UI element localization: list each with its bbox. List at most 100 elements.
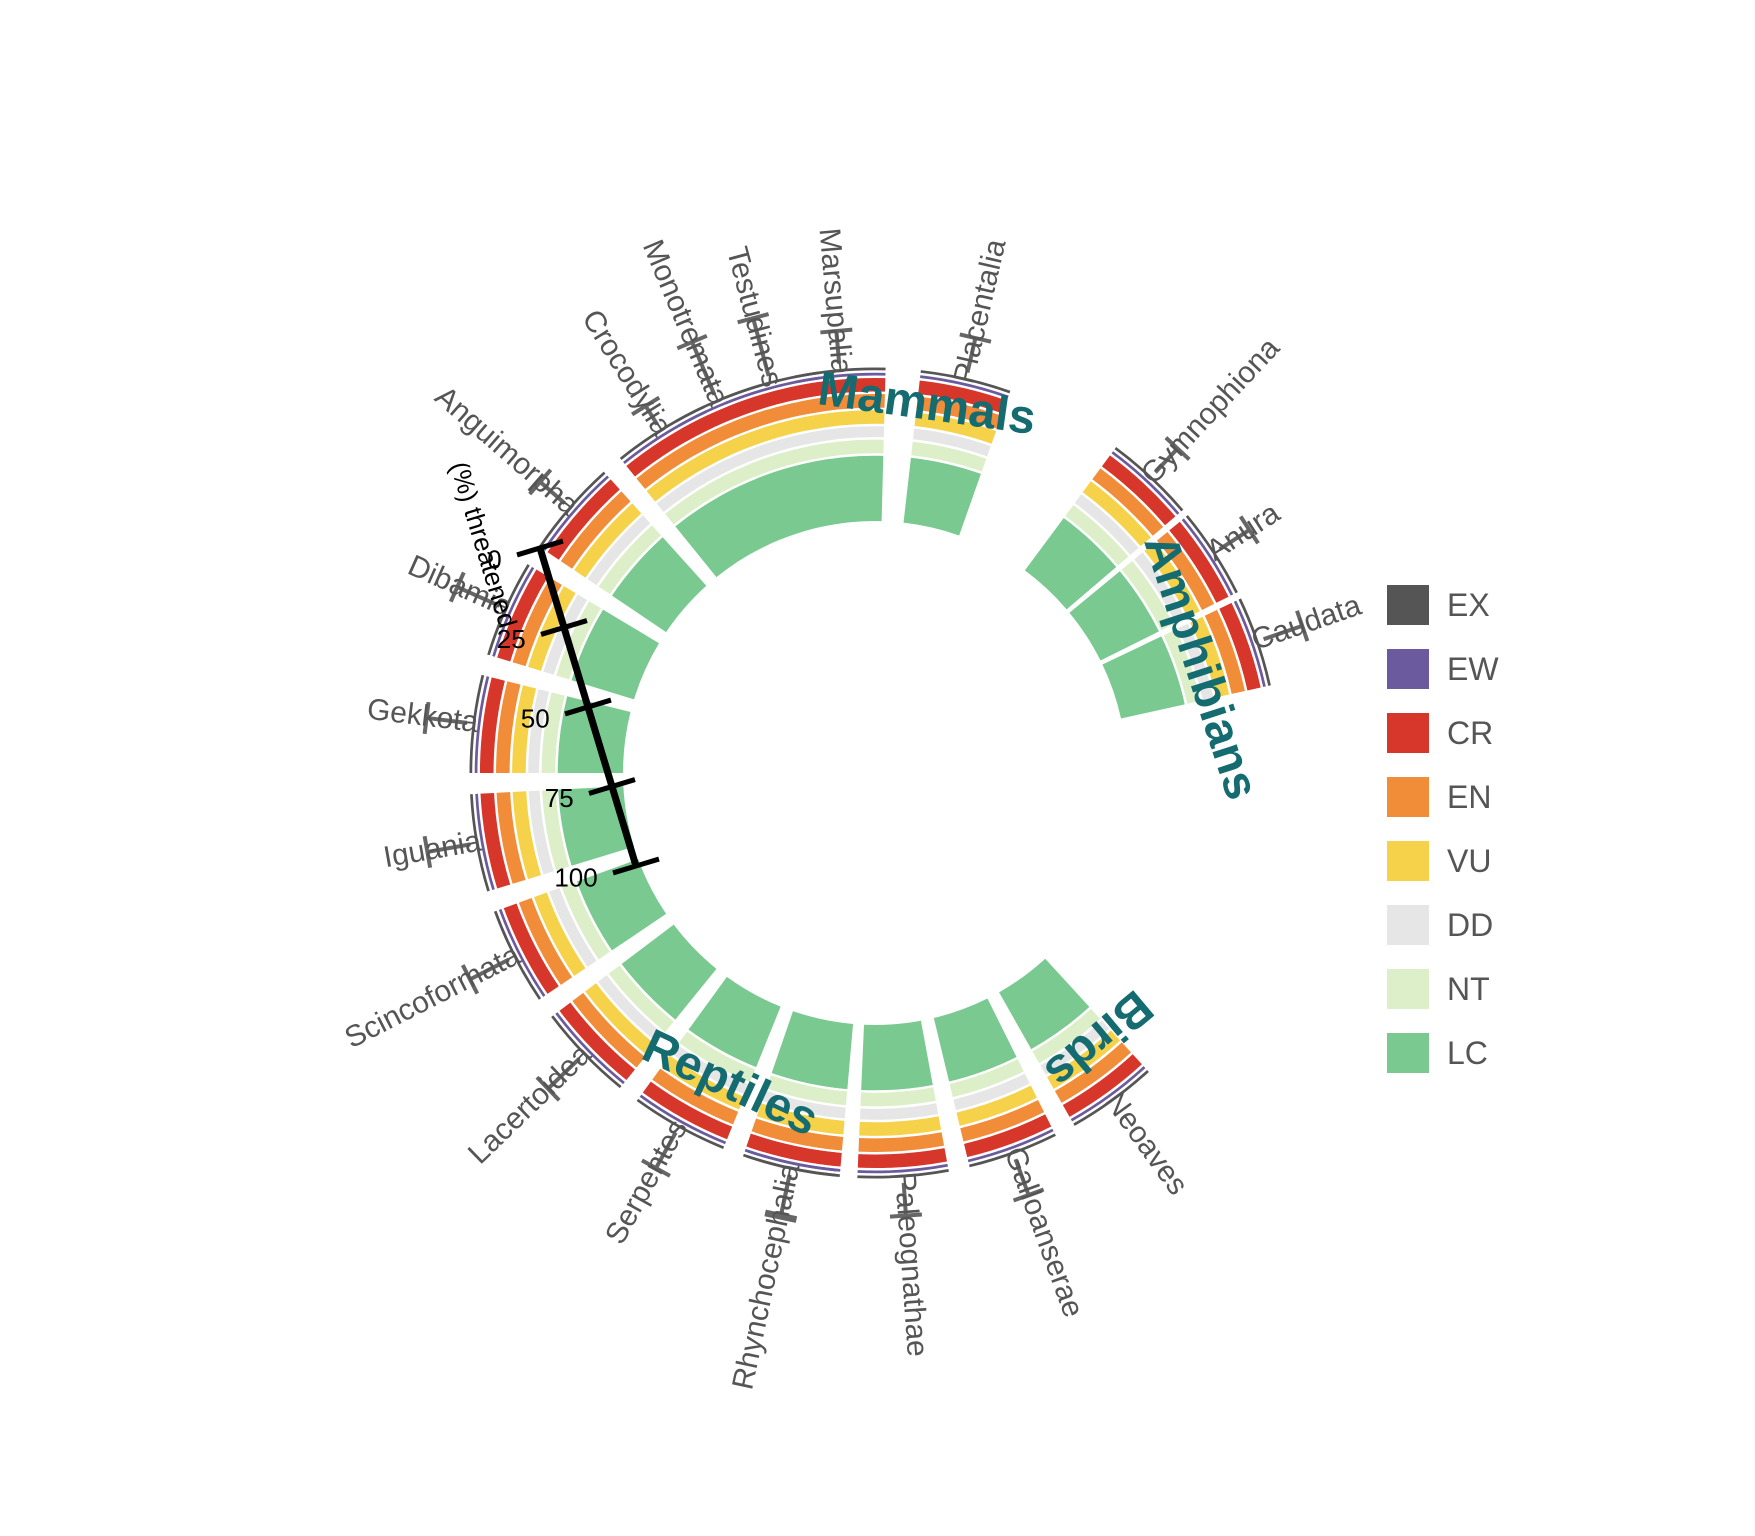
segment-cr [1169, 521, 1229, 603]
segment-cr [1062, 1054, 1142, 1117]
segment-en [1204, 609, 1245, 694]
segment-ew [920, 375, 1009, 399]
segment-ex [469, 674, 485, 773]
segment-ew [1070, 1066, 1146, 1122]
segment-lc [756, 458, 840, 540]
legend-label: VU [1447, 843, 1491, 879]
segment-nt [1163, 629, 1201, 704]
segment-en [858, 1132, 945, 1152]
segment-ew [498, 908, 546, 997]
error-bar [631, 395, 661, 426]
clade-label-rhynchocephalia: Rhynchocephalia [726, 1160, 806, 1392]
bar-neoaves [999, 958, 1149, 1126]
segment-cr [503, 903, 559, 994]
error-bar [422, 701, 468, 735]
error-bar [1153, 436, 1191, 474]
segment-ew [795, 372, 886, 384]
clade-label-crocodylia: Crocodylia [575, 304, 678, 442]
clade-label-testudines: Testudines [720, 243, 789, 390]
axis-tick-label: 100 [554, 863, 597, 893]
legend-label: LC [1447, 1035, 1488, 1071]
segment-cr [626, 414, 714, 477]
segment-ew [967, 1128, 1054, 1163]
segment-vu [1046, 1030, 1121, 1089]
bar-anguimorpha [538, 471, 707, 633]
axis-tick-label: 50 [521, 704, 550, 734]
segment-ew [475, 793, 495, 891]
segment-cr [727, 381, 822, 420]
segment-ex [619, 405, 705, 460]
error-bar [764, 1174, 797, 1223]
bar-caudata [1102, 598, 1271, 719]
segment-lc [1102, 636, 1185, 719]
bar-gekkota [469, 674, 631, 773]
segment-en [916, 396, 1002, 429]
bar-dibamia [487, 564, 659, 700]
segment-dd [1074, 494, 1139, 555]
clade-label-gekkota: Gekkota [365, 693, 480, 739]
legend: EX EW CR EN VU DD NT LC [1387, 585, 1499, 1073]
segment-cr [746, 1133, 842, 1167]
legend-swatch [1387, 841, 1429, 881]
legend-label: EX [1447, 587, 1490, 623]
segment-en [512, 577, 562, 667]
bar-placentalia [903, 370, 1011, 536]
error-bars-layer [422, 312, 1310, 1223]
segment-dd [656, 458, 734, 512]
segment-cr [857, 1148, 947, 1169]
axis-tick [540, 618, 588, 637]
error-bar [959, 332, 992, 373]
segment-dd [953, 1073, 1030, 1111]
segment-en [751, 1118, 844, 1151]
clade-label-marsupalia: Marsupalia [812, 227, 858, 376]
segment-dd [1178, 623, 1214, 701]
legend-item-ew: EW [1387, 649, 1499, 689]
segment-en [1054, 1042, 1132, 1103]
segment-lc [576, 859, 667, 951]
error-bar [640, 1131, 678, 1178]
segment-vu [859, 1116, 942, 1136]
segment-vu [534, 892, 586, 976]
segment-dd [528, 689, 550, 773]
clade-label-anura: Anura [1201, 496, 1286, 567]
segment-cr [559, 1002, 635, 1081]
axis-tick [516, 538, 564, 558]
segment-nt [911, 441, 987, 472]
clade-label-anguimorpha: Anguimorpha [429, 380, 586, 522]
segment-ew [725, 376, 820, 405]
segment-lc [1069, 571, 1159, 661]
segment-ex [538, 471, 606, 548]
segment-en [960, 1099, 1045, 1142]
axis-tick-label: 75 [545, 783, 574, 813]
segment-cr [642, 1081, 733, 1140]
segment-ew [1233, 600, 1266, 687]
segment-lc [621, 924, 717, 1020]
legend-item-ex: EX [1387, 585, 1490, 625]
segment-vu [512, 791, 541, 880]
legend-label: DD [1447, 907, 1493, 943]
segment-dd [1134, 552, 1186, 624]
segment-dd [671, 1044, 750, 1095]
segment-vu [528, 586, 576, 671]
segment-nt [542, 789, 570, 871]
legend-swatch [1387, 649, 1429, 689]
segment-dd [762, 1090, 846, 1119]
segment-ex [1238, 598, 1271, 686]
axis-tick-label: 0 [487, 545, 501, 575]
segment-cr [1101, 455, 1176, 526]
segment-lc [903, 457, 981, 536]
axis-tick [612, 856, 660, 876]
legend-item-lc: LC [1387, 1033, 1488, 1073]
segment-vu [739, 413, 827, 450]
segment-nt [1065, 505, 1129, 566]
bar-paleognathae [857, 1020, 949, 1179]
segment-dd [587, 515, 651, 586]
error-bar [528, 468, 567, 505]
legend-swatch [1387, 1033, 1429, 1073]
segment-ew [555, 1012, 625, 1085]
bar-crocodylia [619, 405, 769, 578]
segment-nt [860, 1087, 936, 1107]
segment-dd [745, 429, 829, 462]
error-bar [1262, 610, 1310, 642]
clade-label-galloanserae: Galloanserae [998, 1143, 1090, 1322]
